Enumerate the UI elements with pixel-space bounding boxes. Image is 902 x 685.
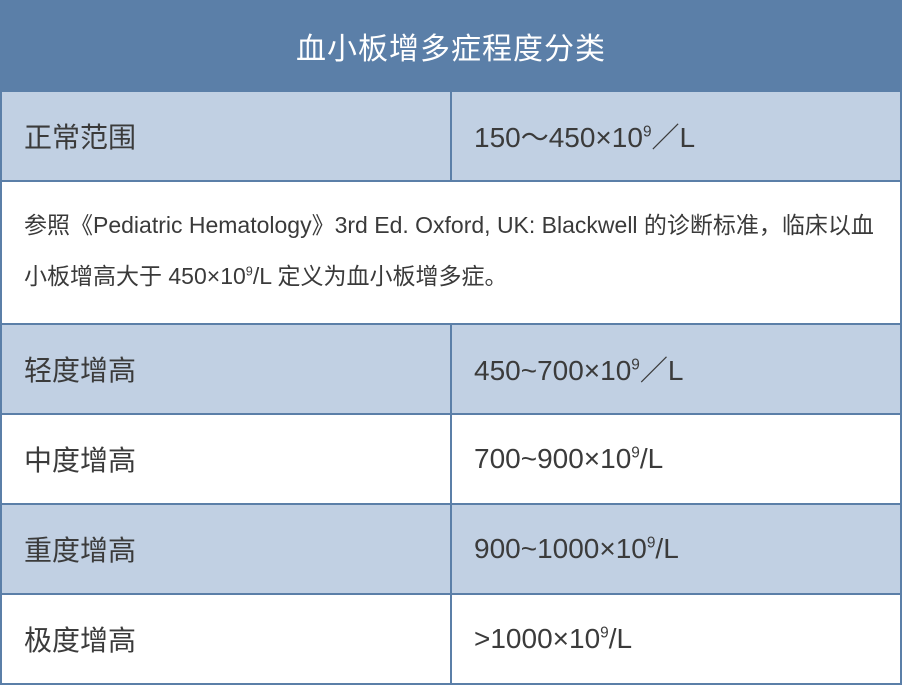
- table-header-row: 血小板增多症程度分类: [1, 1, 901, 91]
- row-label: 极度增高: [1, 594, 451, 684]
- table-row: 重度增高900~1000×109/L: [1, 504, 901, 594]
- table-row: 极度增高>1000×109/L: [1, 594, 901, 684]
- table-title: 血小板增多症程度分类: [1, 1, 901, 91]
- row-value: 450~700×109／L: [451, 324, 901, 414]
- row-value: 900~1000×109/L: [451, 504, 901, 594]
- classification-table: 血小板增多症程度分类 正常范围150～450×109／L参照《Pediatric…: [0, 0, 902, 685]
- table-row: 轻度增高450~700×109／L: [1, 324, 901, 414]
- row-label: 重度增高: [1, 504, 451, 594]
- row-value: 150～450×109／L: [451, 91, 901, 181]
- table-row: 中度增高700~900×109/L: [1, 414, 901, 504]
- note-row: 参照《Pediatric Hematology》3rd Ed. Oxford, …: [1, 181, 901, 324]
- table-row: 正常范围150～450×109／L: [1, 91, 901, 181]
- row-label: 中度增高: [1, 414, 451, 504]
- row-label: 正常范围: [1, 91, 451, 181]
- row-label: 轻度增高: [1, 324, 451, 414]
- row-value: >1000×109/L: [451, 594, 901, 684]
- note-text: 参照《Pediatric Hematology》3rd Ed. Oxford, …: [1, 181, 901, 324]
- row-value: 700~900×109/L: [451, 414, 901, 504]
